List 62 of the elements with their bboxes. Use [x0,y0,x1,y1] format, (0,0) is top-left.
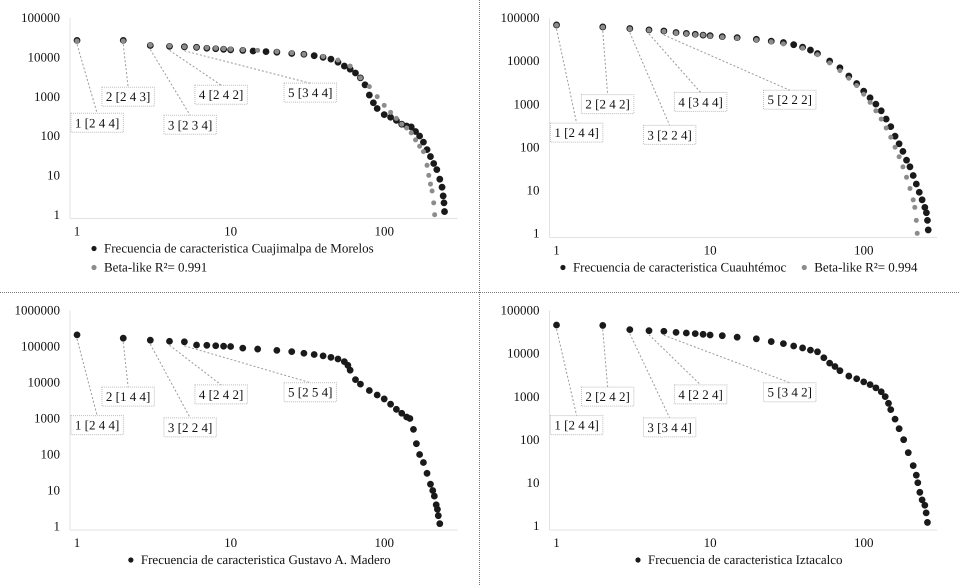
annotation: 5 [3 4 4] [288,85,332,100]
y-tick-label: 10 [526,182,540,198]
legend-label: Frecuencia de caracteristica Iztacalco [648,552,842,567]
y-tick-label: 10 [47,482,60,498]
y-tick-label: 1 [54,206,60,222]
annotation: 4 [2 2 4] [678,386,723,402]
x-tick-label: 10 [224,224,238,239]
annotation: 1 [2 4 4] [554,125,599,140]
x-tick-label: 10 [224,535,238,550]
legend-label: Beta-like R²= 0.991 [104,260,208,274]
annotation: 2 [2 4 2] [585,389,630,404]
annotation: 2 [2 4 2] [585,96,630,112]
y-tick-label: 100 [520,432,540,447]
y-tick-label: 100000 [21,10,60,26]
x-tick-label: 1 [74,535,80,550]
y-tick-label: 1000000 [14,302,60,318]
y-tick-label: 1 [533,518,540,533]
x-tick-label: 1 [553,242,560,258]
y-tick-label: 100 [40,446,60,462]
x-tick-label: 10 [704,535,717,550]
y-tick-label: 100000 [21,338,60,354]
y-tick-label: 100000 [500,302,540,318]
y-tick-label: 10000 [507,53,540,68]
legend-label: Beta-like R²= 0.994 [814,260,918,274]
y-tick-label: 1000 [514,388,540,404]
annotation: 1 [2 4 4] [74,115,120,130]
annotation: 3 [2 3 4] [168,117,212,132]
legend-label: Frecuencia de caracteristica Gustavo A. Madero [140,552,391,567]
annotation: 3 [3 4 4] [647,420,692,435]
x-tick-label: 1 [74,224,80,239]
annotation: 5 [2 2 2] [768,92,812,108]
y-tick-label: 1000 [34,88,60,104]
x-tick-label: 100 [374,535,394,550]
y-tick-label: 100 [40,128,60,144]
annotation: 3 [2 2 4] [168,420,212,435]
x-tick-label: 100 [374,224,394,239]
legend-label: Frecuencia de caracteristica Cuauhtémoc [572,260,786,274]
annotation: 2 [1 4 4] [106,389,150,404]
x-tick-label: 100 [854,242,874,258]
y-tick-label: 10000 [28,50,60,64]
annotation: 5 [2 5 4] [288,384,332,400]
annotation: 1 [2 4 4] [74,418,120,433]
x-tick-label: 10 [704,242,717,258]
legend-label: Frecuencia de caracteristica Cuajimalpa de Morelos [104,240,374,256]
x-tick-label: 100 [854,535,874,550]
y-tick-label: 10000 [507,346,540,361]
annotation: 3 [2 2 4] [647,127,692,142]
annotation: 4 [2 4 2] [198,386,244,402]
annotation: 1 [2 4 4] [554,418,599,433]
annotation: 2 [2 4 3] [106,89,150,104]
y-tick-label: 100000 [500,10,540,26]
annotation: 4 [2 4 2] [198,87,244,102]
y-tick-label: 100 [520,139,540,154]
annotation: 5 [3 4 2] [768,384,812,400]
y-tick-label: 10 [526,474,540,490]
y-tick-label: 1000 [514,96,540,112]
annotation: 4 [3 4 4] [678,94,723,110]
y-tick-label: 10 [47,168,60,183]
x-tick-label: 1 [553,535,560,550]
y-tick-label: 1000 [34,410,60,426]
y-tick-label: 10000 [28,374,60,390]
y-tick-label: 1 [54,518,60,534]
